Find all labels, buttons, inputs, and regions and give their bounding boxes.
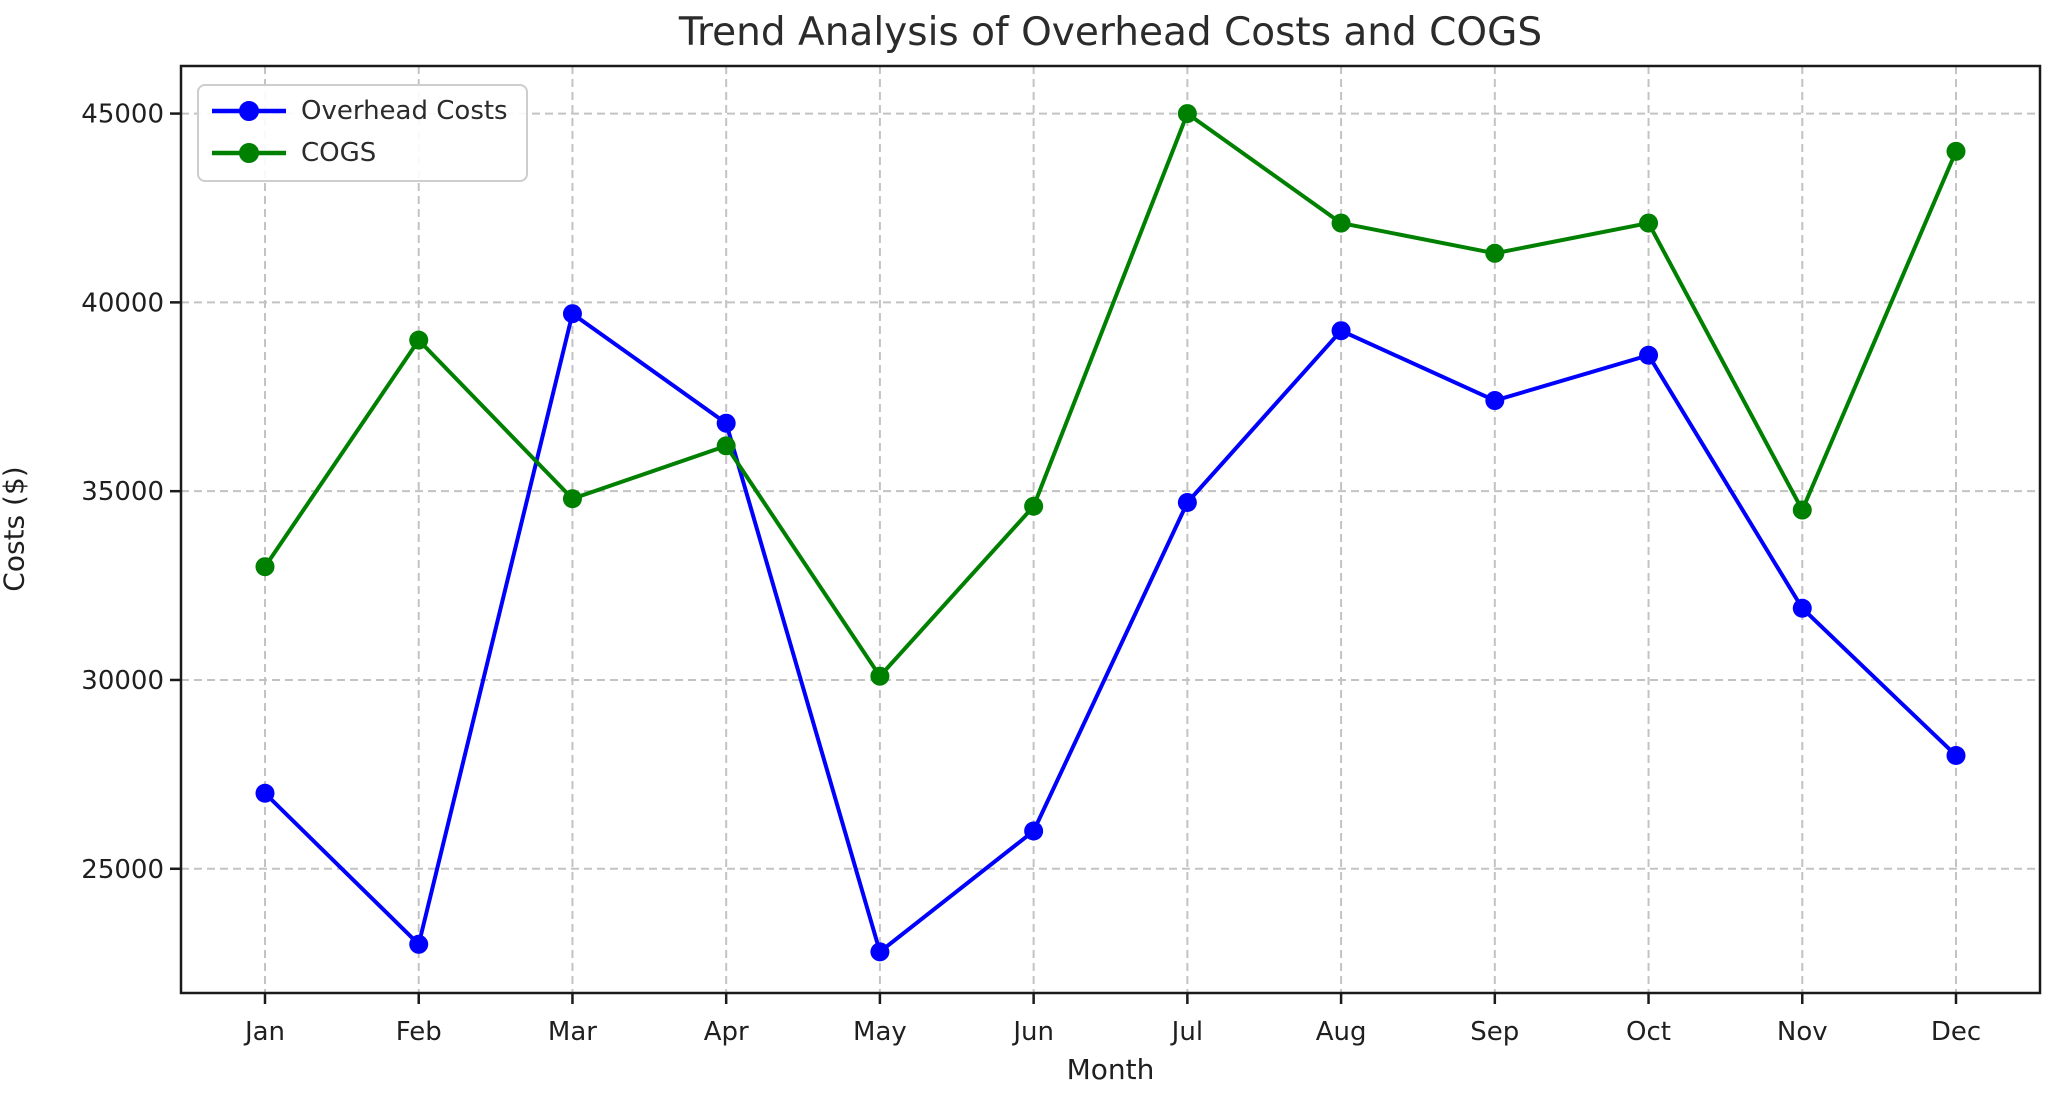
x-tick-label-apr: Apr bbox=[704, 1017, 749, 1047]
data-point-cogs-feb bbox=[409, 330, 429, 350]
data-point-cogs-apr bbox=[716, 436, 736, 456]
x-tick-label-sep: Sep bbox=[1470, 1017, 1519, 1047]
data-point-cogs-jun bbox=[1024, 496, 1044, 516]
data-point-overhead-costs-jul bbox=[1177, 493, 1197, 513]
data-point-cogs-oct bbox=[1639, 213, 1659, 233]
legend: Overhead Costs COGS bbox=[197, 84, 528, 182]
data-point-overhead-costs-mar bbox=[562, 304, 582, 324]
x-tick-label-jun: Jun bbox=[1011, 1017, 1054, 1047]
tick-labels: Jan Feb Mar Apr May Jun Jul Aug Sep Oct Nov Dec 2500… bbox=[81, 100, 1981, 1047]
data-point-overhead-costs-nov bbox=[1792, 598, 1812, 618]
data-point-overhead-costs-jun bbox=[1024, 821, 1044, 841]
data-point-cogs-jan bbox=[255, 557, 275, 577]
legend-item-cogs: COGS bbox=[207, 133, 508, 173]
data-point-cogs-sep bbox=[1485, 243, 1505, 263]
legend-line-sample-green bbox=[212, 143, 286, 163]
y-tick-label-45000: 45000 bbox=[81, 100, 164, 130]
data-point-overhead-costs-sep bbox=[1485, 391, 1505, 411]
data-point-overhead-costs-may bbox=[870, 942, 890, 962]
x-tick-label-feb: Feb bbox=[396, 1017, 442, 1047]
data-point-cogs-may bbox=[870, 666, 890, 686]
x-axis-label: Month bbox=[1066, 1053, 1155, 1086]
plot-frame bbox=[179, 64, 2042, 995]
data-point-cogs-jul bbox=[1177, 104, 1197, 124]
y-tick-label-35000: 35000 bbox=[81, 477, 164, 507]
legend-label: COGS bbox=[301, 138, 377, 168]
series-line-overhead-costs bbox=[263, 311, 1958, 954]
series-group bbox=[255, 104, 1966, 962]
series-line-cogs bbox=[263, 111, 1958, 679]
y-axis-label: Costs ($) bbox=[0, 466, 31, 592]
chart-title: Trend Analysis of Overhead Costs and COG… bbox=[678, 10, 1543, 55]
x-tick-label-jul: Jul bbox=[1170, 1017, 1203, 1047]
gridlines bbox=[181, 66, 2040, 993]
x-tick-label-dec: Dec bbox=[1931, 1017, 1981, 1047]
y-tick-label-25000: 25000 bbox=[81, 855, 164, 885]
data-point-cogs-dec bbox=[1946, 141, 1966, 161]
data-point-overhead-costs-feb bbox=[409, 934, 429, 954]
data-point-cogs-mar bbox=[562, 489, 582, 509]
data-point-overhead-costs-apr bbox=[716, 413, 736, 433]
data-point-overhead-costs-oct bbox=[1639, 345, 1659, 365]
data-point-cogs-nov bbox=[1792, 500, 1812, 520]
data-point-overhead-costs-aug bbox=[1331, 321, 1351, 341]
x-tick-label-may: May bbox=[853, 1017, 907, 1047]
y-tick-label-40000: 40000 bbox=[81, 288, 164, 318]
data-point-cogs-aug bbox=[1331, 213, 1351, 233]
x-tick-label-oct: Oct bbox=[1626, 1017, 1671, 1047]
data-point-overhead-costs-dec bbox=[1946, 745, 1966, 765]
axes bbox=[170, 64, 2042, 1004]
x-tick-label-mar: Mar bbox=[548, 1017, 597, 1047]
x-tick-label-jan: Jan bbox=[243, 1017, 285, 1047]
y-tick-label-30000: 30000 bbox=[81, 666, 164, 696]
legend-item-overhead-costs: Overhead Costs bbox=[207, 91, 508, 131]
x-tick-label-nov: Nov bbox=[1777, 1017, 1828, 1047]
data-point-overhead-costs-jan bbox=[255, 783, 275, 803]
x-tick-label-aug: Aug bbox=[1316, 1017, 1367, 1047]
legend-line-sample-blue bbox=[212, 101, 286, 121]
legend-label: Overhead Costs bbox=[301, 96, 508, 126]
